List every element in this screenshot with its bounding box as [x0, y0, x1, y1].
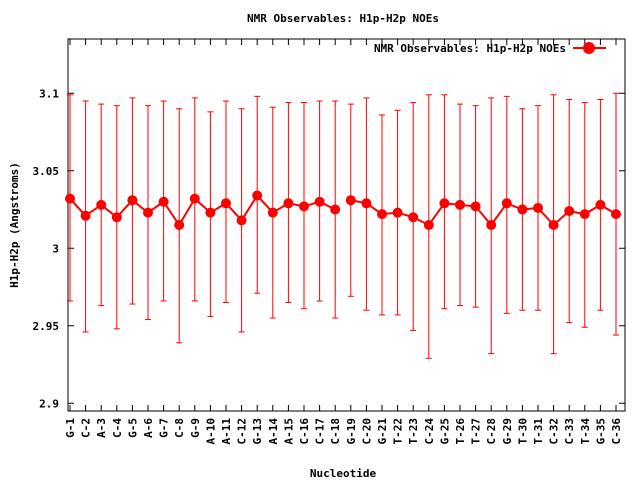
data-point — [377, 209, 387, 220]
plot-frame — [67, 38, 626, 412]
x-tick-label: C-24 — [423, 418, 436, 445]
data-point — [314, 196, 325, 207]
data-point — [548, 220, 559, 230]
data-point — [486, 220, 497, 230]
y-axis-label: H1p-H2p (Angstroms) — [8, 162, 21, 288]
data-point — [517, 204, 528, 215]
x-tick-label: T-30 — [516, 418, 529, 445]
x-tick-label: G-21 — [376, 418, 389, 445]
y-tick-label: 3.1 — [39, 87, 59, 100]
data-point — [501, 198, 512, 209]
data-point — [205, 207, 216, 218]
data-point — [236, 215, 247, 226]
x-tick-label: A-3 — [95, 418, 108, 438]
x-tick-label: T-27 — [470, 418, 483, 445]
data-point — [65, 193, 75, 204]
x-tick-label: C-32 — [548, 418, 561, 445]
x-tick-label: T-34 — [579, 418, 592, 445]
x-tick-label: G-29 — [501, 418, 514, 445]
data-point — [283, 198, 294, 209]
x-axis-label: Nucleotide — [310, 467, 377, 480]
data-point — [96, 199, 107, 210]
data-point — [564, 206, 575, 217]
x-axis: G-1 C-2 A-3 C-4 G-5 A-6 G-7 C-8 G-9 A-10 A-11 C-12 G… — [64, 39, 623, 445]
data-point — [579, 209, 590, 220]
data-point — [252, 190, 263, 201]
series-line — [69, 193, 336, 227]
data-point — [158, 196, 169, 207]
x-tick-label: C-12 — [236, 418, 249, 445]
x-tick-label: G-25 — [438, 418, 451, 445]
data-point — [143, 207, 153, 218]
x-tick-label: C-20 — [360, 418, 373, 445]
x-tick-label: C-18 — [329, 418, 342, 445]
x-tick-label: T-23 — [407, 418, 420, 445]
y-axis: 2.9 2.95 3 3.05 3.1 — [33, 87, 625, 410]
x-tick-label: G-13 — [251, 418, 264, 445]
data-point — [455, 199, 465, 210]
data-point — [439, 198, 450, 209]
data-point — [299, 201, 309, 212]
x-tick-label: A-6 — [142, 418, 155, 438]
data-point — [80, 210, 91, 221]
x-tick-label: C-28 — [485, 418, 498, 445]
x-tick-label: C-33 — [563, 418, 576, 445]
data-point — [174, 220, 185, 230]
x-tick-label: G-7 — [158, 418, 171, 438]
series-layer — [65, 92, 621, 359]
data-point — [345, 195, 356, 206]
x-tick-label: T-26 — [454, 418, 467, 445]
data-point — [392, 207, 403, 218]
legend-marker — [583, 42, 595, 54]
x-tick-label: A-14 — [267, 418, 280, 445]
data-point — [189, 193, 200, 204]
data-point — [408, 212, 419, 223]
x-tick-label: G-9 — [189, 418, 202, 438]
data-point — [330, 204, 341, 215]
x-tick-label: C-17 — [314, 418, 327, 445]
data-point — [221, 198, 231, 209]
data-point — [267, 207, 278, 218]
data-point — [111, 212, 122, 223]
y-tick-label: 3 — [52, 242, 59, 255]
data-point — [470, 201, 481, 212]
x-tick-label: A-11 — [220, 418, 233, 445]
x-tick-label: C-8 — [173, 418, 186, 438]
legend-label: NMR Observables: H1p-H2p NOEs — [374, 42, 566, 55]
x-tick-label: C-16 — [298, 418, 311, 445]
legend: NMR Observables: H1p-H2p NOEs — [374, 42, 606, 55]
x-tick-label: A-15 — [282, 418, 295, 445]
y-tick-label: 2.95 — [33, 320, 60, 333]
y-tick-label: 3.05 — [33, 165, 60, 178]
x-tick-label: C-4 — [111, 418, 124, 438]
x-tick-label: C-2 — [80, 418, 93, 438]
data-point — [127, 195, 138, 206]
x-tick-label: C-36 — [610, 418, 623, 445]
x-tick-label: G-19 — [345, 418, 358, 445]
data-point — [533, 202, 543, 213]
x-tick-label: T-22 — [392, 418, 405, 445]
data-point — [361, 198, 372, 209]
x-tick-label: G-35 — [594, 418, 607, 445]
data-point — [595, 199, 606, 210]
data-point — [611, 209, 621, 220]
y-tick-label: 2.9 — [39, 397, 59, 410]
x-tick-label: G-1 — [64, 418, 77, 438]
x-tick-label: T-31 — [532, 418, 545, 445]
series-line — [350, 199, 617, 227]
chart-title: NMR Observables: H1p-H2p NOEs — [247, 12, 439, 25]
data-point — [423, 220, 434, 230]
x-tick-label: G-5 — [126, 418, 139, 438]
x-tick-label: A-10 — [204, 418, 217, 445]
